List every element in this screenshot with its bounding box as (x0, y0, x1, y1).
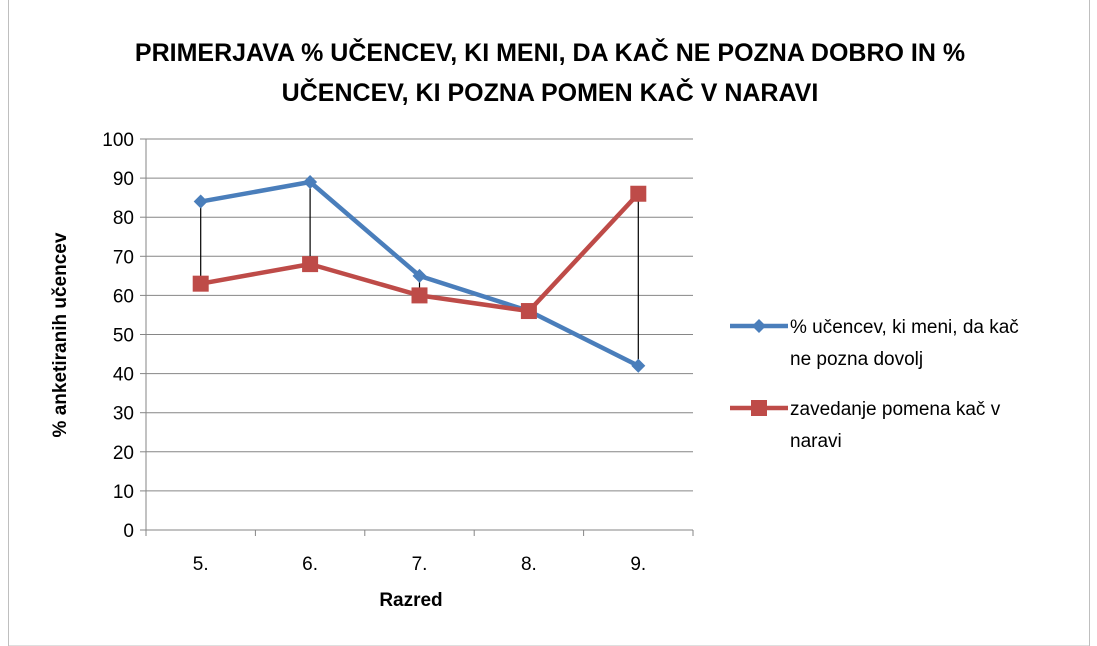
x-tick-label: 6. (302, 554, 318, 575)
y-axis-label: % anketiranih učencev (50, 232, 71, 437)
chart-frame (8, 0, 1090, 646)
y-tick-label: 80 (113, 208, 134, 229)
data-point (303, 175, 318, 190)
legend-label: zavedanje pomena kač v naravi (790, 399, 1001, 452)
y-tick-label: 100 (102, 130, 134, 151)
y-tick-label: 0 (123, 521, 134, 542)
y-tick-label: 90 (113, 169, 134, 190)
legend-swatch-marker (752, 319, 766, 333)
chart-title: PRIMERJAVA % UČENCEV, KI MENI, DA KAČ NE… (134, 39, 966, 107)
data-point (193, 194, 208, 209)
data-point (630, 185, 647, 202)
x-tick-label: 7. (412, 554, 428, 575)
y-tick-label: 30 (113, 404, 134, 425)
y-tick-label: 20 (113, 443, 134, 464)
y-tick-label: 40 (113, 365, 134, 386)
data-point (302, 256, 319, 273)
data-point (520, 303, 537, 320)
x-axis-label: Razred (379, 590, 442, 611)
data-point (412, 268, 427, 283)
data-point (631, 358, 646, 373)
data-point (411, 287, 428, 304)
data-point (192, 275, 209, 292)
x-tick-label: 9. (630, 554, 646, 575)
legend-swatch-marker (751, 400, 767, 416)
x-tick-label: 8. (521, 554, 537, 575)
y-tick-label: 70 (113, 247, 134, 268)
x-tick-label: 5. (193, 554, 209, 575)
y-tick-label: 10 (113, 482, 134, 503)
y-tick-label: 60 (113, 286, 134, 307)
legend-label: % učencev, ki meni, da kač ne pozna dovo… (790, 317, 1019, 370)
y-tick-label: 50 (113, 326, 134, 347)
